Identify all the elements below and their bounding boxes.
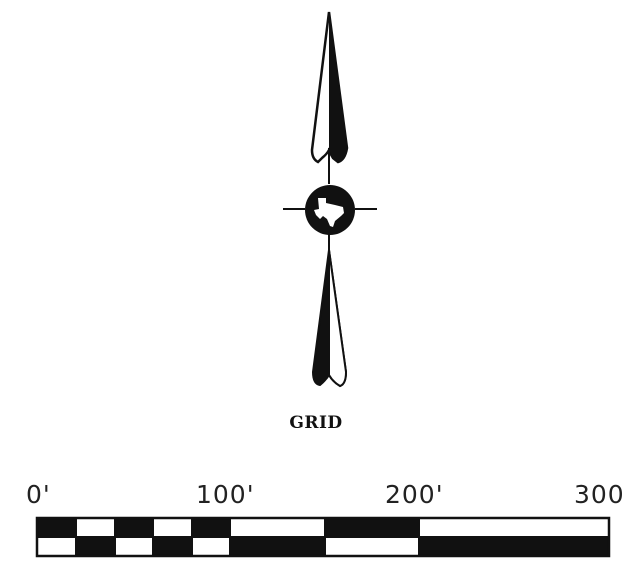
scale-bar-cell xyxy=(114,536,154,557)
scale-bar-cell xyxy=(418,517,610,538)
scale-bar-cell xyxy=(75,536,116,557)
scale-bar-cell xyxy=(324,517,420,538)
scale-bar-cell xyxy=(36,517,77,538)
scale-bar-cell xyxy=(152,536,193,557)
scale-bar-cell xyxy=(418,536,610,557)
north-arrow-lower-icon xyxy=(311,234,348,388)
scale-bar-cell xyxy=(75,517,116,538)
scale-bar-cell xyxy=(152,517,193,538)
scale-bar-cell xyxy=(191,536,231,557)
scale-bar-cell xyxy=(114,517,154,538)
scale-bar-cell xyxy=(229,517,326,538)
scale-tick-label: 0' xyxy=(26,480,51,509)
north-arrow-texas-icon xyxy=(283,11,377,388)
scale-bar-cell xyxy=(229,536,326,557)
north-arrow-upper-icon xyxy=(310,11,349,184)
scale-bar-cell xyxy=(36,536,77,557)
scale-bar-cell xyxy=(324,536,420,557)
scale-tick-label: 100' xyxy=(196,480,255,509)
scale-bar-cell xyxy=(191,517,231,538)
north-arrow-label: GRID xyxy=(289,413,343,433)
scale-tick-label: 200' xyxy=(385,480,444,509)
scale-bar-frame xyxy=(35,516,611,558)
scale-tick-label: 300 xyxy=(574,480,625,509)
texas-emblem-icon xyxy=(305,185,355,235)
